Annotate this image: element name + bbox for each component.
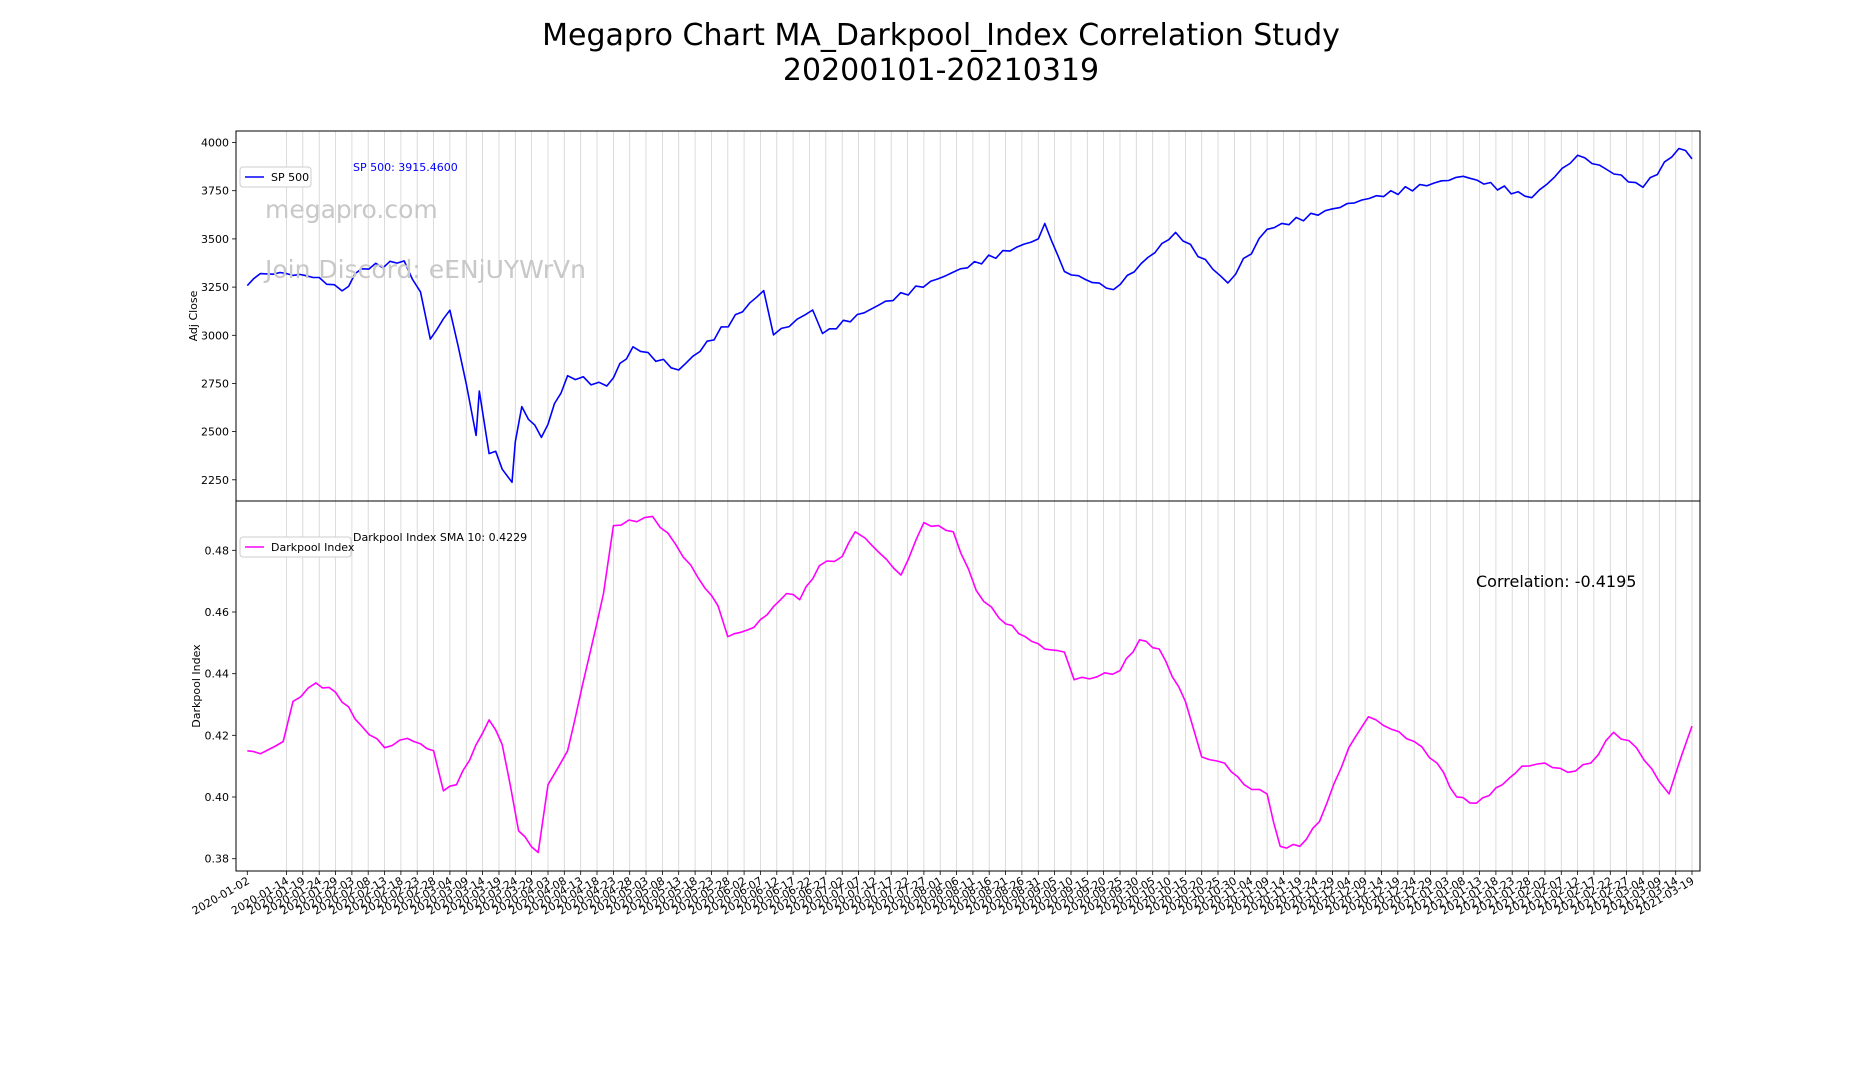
sp500-grid bbox=[286, 131, 1693, 501]
sp500-value-annotation: SP 500: 3915.4600 bbox=[353, 161, 458, 174]
darkpool-legend: Darkpool Index bbox=[239, 536, 355, 558]
sp500-y-tick-label: 2750 bbox=[201, 377, 229, 390]
sp500-y-tick-label: 2250 bbox=[201, 474, 229, 487]
darkpool-y-label: Darkpool Index bbox=[190, 644, 203, 728]
darkpool-grid bbox=[286, 501, 1693, 871]
correlation-label: Correlation: -0.4195 bbox=[1476, 572, 1636, 591]
sp500-y-label: Adj Close bbox=[187, 290, 200, 341]
sp500-y-tick-label: 4000 bbox=[201, 137, 229, 150]
darkpool-legend-label: Darkpool Index bbox=[271, 541, 355, 554]
darkpool-line bbox=[247, 515, 1693, 854]
darkpool-y-tick-label: 0.46 bbox=[205, 606, 230, 619]
sp500-legend-box bbox=[239, 166, 312, 188]
darkpool-y-tick-label: 0.38 bbox=[205, 853, 230, 866]
darkpool-legend-box bbox=[239, 536, 352, 558]
sp500-panel: 2250 2500 2750 3000 3250 3500 3750 4000 Adj Clo… bbox=[187, 130, 1701, 502]
watermark-site: megapro.com bbox=[265, 195, 438, 224]
sp500-y-tick-label: 2500 bbox=[201, 426, 229, 439]
darkpool-plot-frame bbox=[235, 500, 1701, 872]
sp500-line bbox=[246, 147, 1693, 484]
sp500-y-tick-label: 3000 bbox=[201, 329, 229, 342]
darkpool-panel: 0.38 0.40 0.42 0.44 0.46 0.48 Darkpool Index … bbox=[190, 500, 1701, 872]
sp500-y-axis: 2250 2500 2750 3000 3250 3500 3750 4000 bbox=[201, 137, 236, 487]
darkpool-y-tick-label: 0.48 bbox=[205, 544, 230, 557]
sp500-legend: SP 500 bbox=[239, 166, 312, 188]
darkpool-y-tick-label: 0.42 bbox=[205, 729, 230, 742]
darkpool-y-tick-label: 0.44 bbox=[205, 668, 230, 681]
sp500-legend-label: SP 500 bbox=[271, 171, 309, 184]
darkpool-value-annotation: Darkpool Index SMA 10: 0.4229 bbox=[353, 531, 527, 544]
chart-title-line2: 20200101-20210319 bbox=[783, 53, 1099, 88]
chart-title-line1: Megapro Chart MA_Darkpool_Index Correlat… bbox=[542, 18, 1340, 53]
sp500-y-tick-label: 3250 bbox=[201, 281, 229, 294]
x-axis-date-labels: 2020-01-022020-01-142020-01-192020-01-24… bbox=[190, 871, 1697, 918]
darkpool-y-tick-label: 0.40 bbox=[205, 791, 230, 804]
sp500-plot-frame bbox=[235, 130, 1701, 502]
watermark-discord: Join Discord: eENjUYWrVn bbox=[263, 255, 586, 284]
sp500-y-tick-label: 3750 bbox=[201, 185, 229, 198]
darkpool-y-axis: 0.38 0.40 0.42 0.44 0.46 0.48 bbox=[205, 544, 236, 866]
sp500-y-tick-label: 3500 bbox=[201, 233, 229, 246]
